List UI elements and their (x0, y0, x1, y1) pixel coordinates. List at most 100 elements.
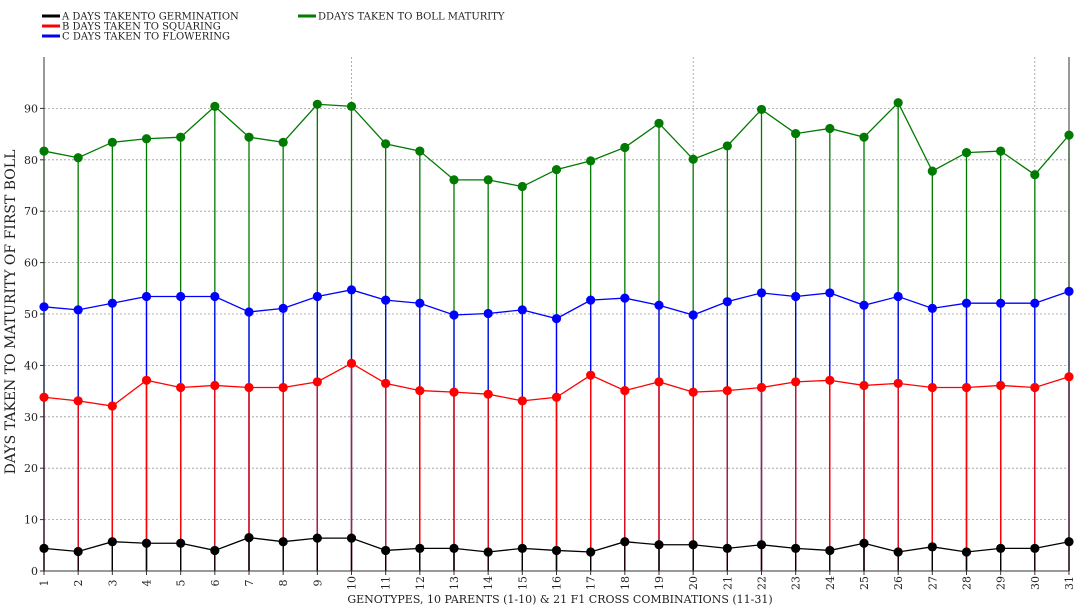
x-tick-label: 31 (1063, 576, 1076, 590)
x-tick-label: 6 (209, 580, 222, 587)
data-point (620, 385, 630, 396)
data-point (449, 175, 459, 185)
data-point (551, 545, 562, 556)
data-point (791, 543, 801, 553)
data-point (1064, 537, 1074, 547)
data-point (996, 298, 1006, 308)
data-point (654, 540, 664, 550)
data-point (859, 380, 869, 391)
legend-entry: B DAYS TAKEN TO SQUARING (62, 22, 221, 33)
data-point (73, 153, 83, 163)
data-point (210, 291, 220, 302)
data-point (1030, 170, 1040, 180)
data-point (107, 401, 117, 411)
legend-entry: A DAYS TAKENTO GERMINATION (61, 12, 239, 23)
data-point (141, 538, 152, 548)
data-point (1064, 286, 1074, 296)
data-point (312, 99, 322, 109)
x-tick-label: 28 (961, 576, 974, 590)
legend-entry: DDAYS TAKEN TO BOLL MATURITY (318, 12, 505, 23)
data-point (1030, 298, 1040, 308)
x-tick-label: 25 (858, 576, 871, 590)
data-point (483, 308, 493, 319)
data-point (244, 307, 254, 317)
data-point (927, 542, 937, 552)
data-point (141, 375, 152, 385)
data-point (825, 545, 835, 556)
data-point (415, 146, 425, 156)
data-point (107, 137, 117, 147)
data-point (449, 310, 459, 320)
data-point (176, 291, 186, 302)
data-point (586, 156, 596, 166)
x-tick-label: 1 (38, 580, 51, 587)
data-point (244, 382, 254, 393)
data-point (107, 298, 117, 308)
data-point (722, 297, 732, 307)
x-tick-label: 27 (926, 576, 939, 590)
y-tick-label: 0 (31, 565, 38, 578)
data-point (620, 537, 630, 547)
data-point (278, 137, 288, 147)
data-point (586, 295, 596, 305)
data-point (893, 378, 903, 388)
data-point (893, 98, 903, 108)
x-tick-label: 9 (311, 580, 324, 587)
data-point (688, 310, 698, 320)
x-tick-label: 22 (756, 576, 769, 590)
data-point (415, 385, 425, 396)
data-point (722, 543, 732, 553)
y-tick-label: 50 (24, 308, 38, 321)
data-point (39, 302, 49, 312)
data-point (756, 382, 767, 393)
y-axis-title: DAYS TAKEN TO MATURITY OF FIRST BOLL (3, 150, 19, 475)
data-point (756, 288, 767, 298)
data-point (278, 382, 288, 393)
x-tick-label: 3 (106, 580, 119, 587)
data-point (210, 545, 220, 556)
data-point (654, 300, 664, 310)
x-tick-label: 15 (516, 576, 529, 590)
data-point (107, 537, 117, 547)
data-point (961, 382, 972, 393)
data-point (825, 123, 835, 134)
data-point (141, 134, 152, 144)
y-tick-label: 60 (24, 257, 38, 270)
data-point (551, 164, 562, 175)
data-point (996, 146, 1006, 156)
data-point (859, 538, 869, 548)
data-point (483, 389, 493, 399)
x-tick-label: 8 (277, 580, 290, 587)
data-point (722, 385, 732, 396)
data-point (517, 396, 527, 406)
data-point (688, 387, 698, 397)
x-tick-label: 18 (619, 576, 632, 590)
data-point (654, 118, 664, 128)
data-point (996, 543, 1006, 553)
x-tick-label: 2 (72, 580, 85, 587)
data-point (927, 303, 937, 313)
x-tick-label: 16 (551, 576, 564, 590)
data-point (620, 142, 630, 153)
data-point (1064, 372, 1074, 382)
data-point (346, 101, 357, 111)
data-point (517, 305, 527, 315)
data-point (961, 148, 972, 158)
data-point (381, 545, 391, 556)
x-tick-label: 11 (380, 576, 393, 590)
x-tick-label: 17 (585, 576, 598, 590)
data-point (278, 537, 288, 547)
data-point (73, 305, 83, 315)
data-point (859, 132, 869, 142)
data-point (176, 538, 186, 548)
data-point (927, 166, 937, 176)
x-tick-label: 29 (995, 576, 1008, 590)
y-tick-label: 70 (24, 205, 38, 218)
data-point (893, 547, 903, 557)
data-point (415, 543, 425, 553)
data-point (586, 547, 596, 557)
y-tick-label: 80 (24, 154, 38, 167)
data-point (756, 540, 767, 550)
x-tick-label: 19 (653, 576, 666, 590)
